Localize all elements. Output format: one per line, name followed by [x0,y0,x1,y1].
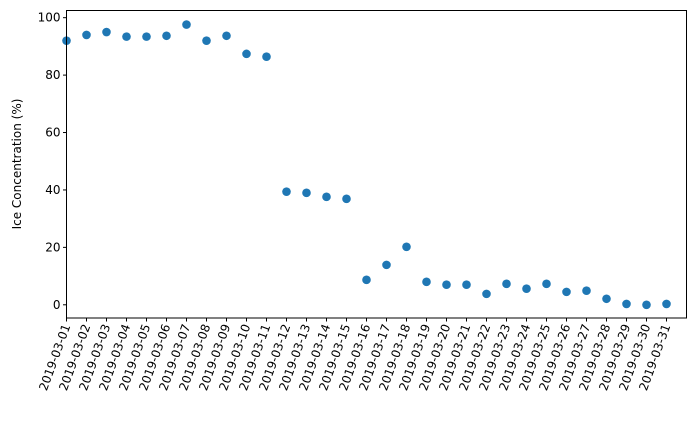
data-point [162,31,171,41]
y-tick-label: 0 [53,298,61,312]
data-point [662,299,671,309]
data-point [122,32,131,41]
y-axis: 0 20 40 60 80 100 [38,11,67,312]
y-tick-label: 100 [38,11,61,25]
data-points [62,20,671,310]
data-point [362,275,371,285]
data-point [102,27,111,37]
y-axis-label: Ice Concentration (%) [10,99,24,230]
plot-frame [66,10,687,319]
data-point [382,260,391,270]
data-point [242,49,251,59]
data-point [482,289,491,299]
data-point [202,36,211,45]
data-point [542,279,551,289]
data-point [142,32,151,41]
data-point [282,187,291,196]
data-point [342,194,351,204]
data-point [582,286,591,296]
data-point [622,299,631,309]
data-point [522,284,531,294]
data-point [562,287,571,297]
data-point [302,188,311,198]
data-point [642,300,651,310]
data-point [402,242,411,252]
data-point [502,279,511,289]
y-tick-label: 20 [45,240,60,254]
data-point [462,280,471,289]
data-point [262,52,271,62]
data-point [602,294,611,304]
x-axis: 2019-03-012019-03-022019-03-032019-03-04… [36,318,673,393]
data-point [182,20,191,29]
data-point [422,277,431,287]
y-tick-label: 80 [45,68,60,82]
y-tick-label: 60 [45,126,60,140]
data-point [82,30,91,40]
data-point [222,31,231,41]
data-point [442,280,451,289]
data-point [322,192,331,202]
y-tick-label: 40 [45,183,60,197]
